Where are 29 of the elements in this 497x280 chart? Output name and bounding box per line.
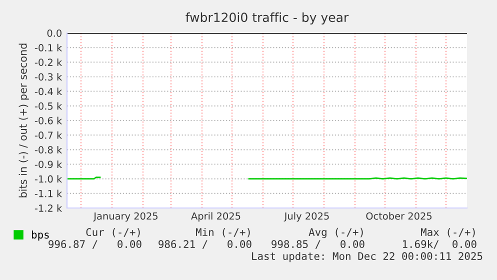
text: 996.87 / 0.00: [48, 240, 142, 249]
y-tick-label: -1.2 k: [34, 204, 62, 212]
y-tick-label: -0.4 k: [34, 88, 62, 96]
y-tick-label: -0.8 k: [34, 146, 62, 154]
x-tick-label: April 2025: [191, 212, 240, 222]
y-tick-label: -1.1 k: [34, 190, 62, 198]
x-tick-label: January 2025: [93, 212, 158, 222]
x-tick-label: October 2025: [366, 212, 432, 220]
text: Cur (-/+): [86, 228, 140, 238]
text: Avg (-/+): [308, 228, 363, 238]
text: Last update: Mon Dec 22 00:00:11 2025: [252, 252, 482, 262]
text: 986.21 / 0.00: [158, 240, 252, 249]
text: Max (-/+): [420, 228, 475, 238]
y-tick-label: 0.0: [47, 29, 62, 37]
y-tick-label: -1.0 k: [34, 175, 62, 183]
text: Min (-/+): [196, 228, 250, 238]
y-tick-label: -0.3 k: [34, 73, 62, 81]
y-tick-label: -0.2 k: [34, 58, 62, 66]
legend-label: bps: [32, 230, 49, 241]
y-tick-label: -0.7 k: [34, 131, 62, 139]
chart-title: fwbr120i0 traffic - by year: [186, 12, 349, 24]
y-tick-label: -0.9 k: [34, 160, 62, 168]
x-tick-label: July 2025: [284, 212, 329, 222]
text: 998.85 / 0.00: [272, 240, 364, 249]
text: 1.69k/ 0.00: [403, 240, 476, 249]
y-tick-label: -0.6 k: [34, 116, 62, 124]
y-tick-label: -0.5 k: [34, 102, 62, 110]
y-axis-title: bits in (-) / out (+) per second: [18, 44, 29, 198]
y-tick-label: -0.1 k: [34, 44, 62, 52]
